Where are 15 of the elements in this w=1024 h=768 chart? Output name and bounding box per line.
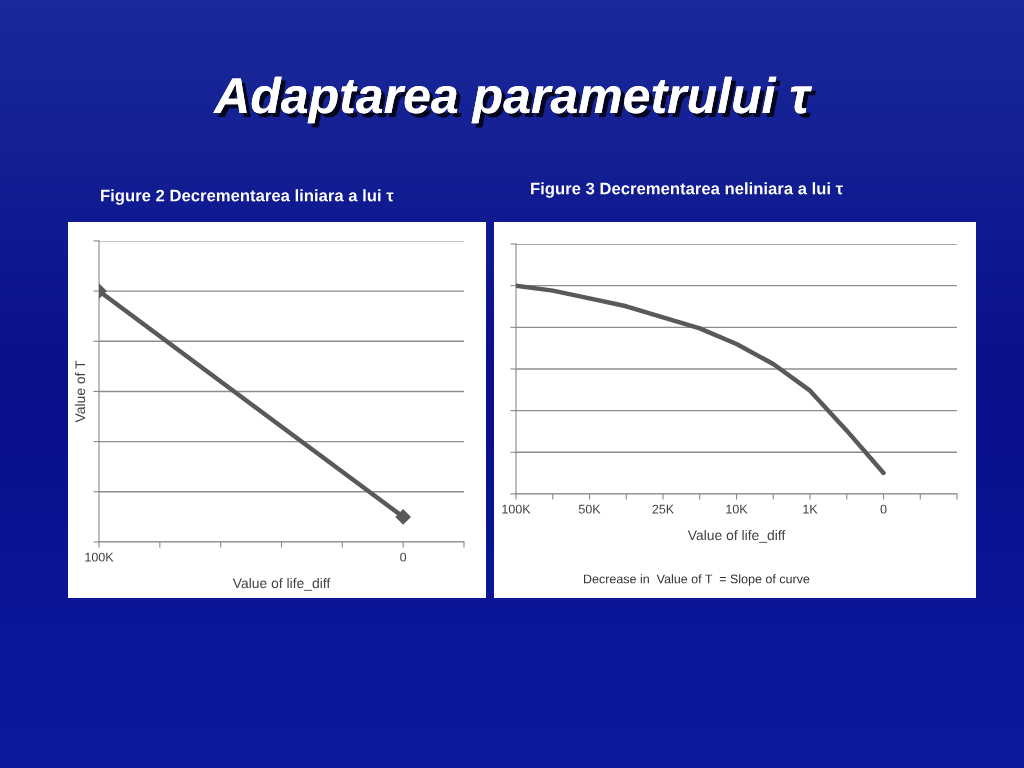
x-tick-label: 10K xyxy=(726,504,748,514)
x-tick-label: 25K xyxy=(652,504,674,514)
text: Adaptarea parametrului τ xyxy=(213,76,817,128)
x-axis-title: Value of life_diff xyxy=(232,577,331,591)
text: Decrease in Value of T = Slope of curve xyxy=(584,574,810,586)
x-tick-label: 100K xyxy=(85,552,114,562)
chart-title: Figure 2 Decrementarea liniara a lui τ xyxy=(101,189,394,205)
y-axis-title: Value of T xyxy=(74,360,86,423)
x-tick-label: 50K xyxy=(578,504,601,514)
chart-title: Figure 3 Decrementarea neliniara a lui τ xyxy=(531,182,843,198)
x-tick-label: 100K xyxy=(502,504,531,514)
x-tick-label: 0 xyxy=(880,504,887,514)
x-tick-label: 1K xyxy=(803,504,818,514)
x-axis-title: Value of life_diff xyxy=(687,529,786,543)
x-tick-label: 0 xyxy=(400,552,407,562)
